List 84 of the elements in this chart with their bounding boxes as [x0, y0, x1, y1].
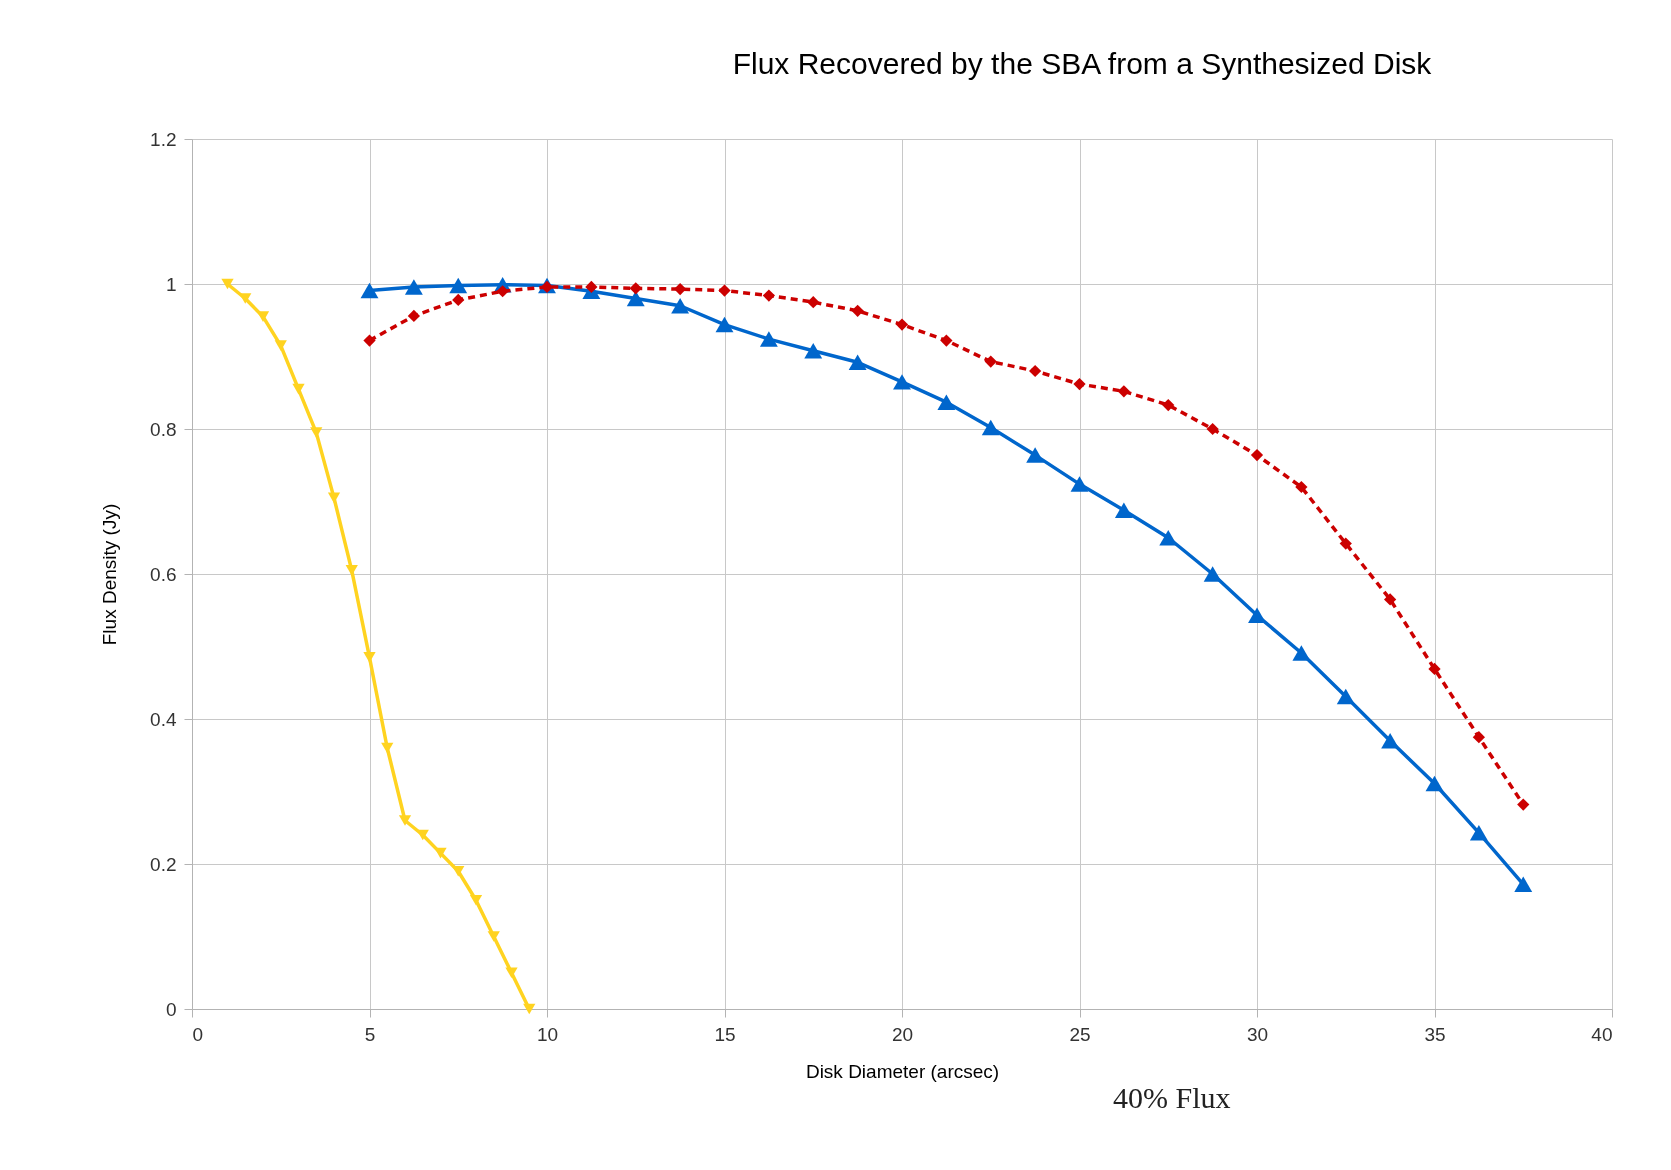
point [1428, 662, 1441, 676]
point [1292, 645, 1311, 661]
point [585, 280, 598, 294]
point [893, 374, 911, 390]
point [449, 277, 468, 294]
point [851, 304, 864, 317]
point [407, 309, 420, 323]
point [984, 355, 997, 368]
point [381, 742, 394, 754]
chart-title: Flux Recovered by the SBA from a Synthesized Disk [732, 47, 1433, 80]
x-tick-label: 20 [891, 1023, 914, 1045]
point [940, 334, 953, 347]
point [398, 815, 412, 826]
point [345, 565, 358, 576]
point [452, 865, 465, 877]
y-tick-label: 1.2 [150, 128, 177, 150]
point [1472, 731, 1485, 744]
point [1248, 607, 1266, 624]
point [981, 419, 1000, 436]
point [469, 894, 483, 906]
point [221, 278, 234, 290]
point [1295, 480, 1308, 494]
point [487, 931, 500, 942]
x-axis-title: Disk Diameter (arcsec) [805, 1060, 1000, 1082]
point [1162, 398, 1175, 412]
point [1384, 593, 1397, 606]
point [807, 296, 820, 309]
point [274, 340, 287, 351]
y-tick-label: 0.6 [150, 563, 177, 585]
point [1026, 447, 1045, 463]
x-tick-label: 10 [536, 1023, 559, 1045]
point [327, 492, 341, 504]
point [759, 331, 778, 347]
point [1250, 448, 1264, 462]
point [1517, 798, 1530, 811]
y-tick-label: 0.4 [150, 708, 177, 730]
point [1070, 476, 1089, 492]
point [629, 282, 642, 295]
x-tick-label: 30 [1246, 1023, 1269, 1045]
point [363, 652, 376, 663]
y-tick-label: 0.8 [150, 418, 177, 440]
point [1203, 566, 1222, 582]
point [1114, 502, 1133, 518]
point [360, 282, 379, 299]
point [452, 293, 465, 307]
point [1073, 377, 1086, 391]
point [674, 282, 687, 296]
point [848, 354, 867, 371]
point [404, 279, 423, 295]
point [937, 394, 956, 410]
point [1117, 385, 1130, 398]
point [1381, 733, 1400, 749]
x-tick-label: 15 [714, 1023, 736, 1045]
point [718, 284, 731, 297]
point [1336, 688, 1355, 705]
point [1339, 537, 1352, 550]
point [804, 342, 823, 359]
x-tick-label: 0 [192, 1023, 204, 1045]
x-tick-label: 40 [1591, 1023, 1613, 1045]
point [256, 311, 270, 322]
x-tick-label: 5 [364, 1023, 376, 1045]
point [671, 298, 690, 314]
point [523, 1003, 536, 1015]
x-tick-label: 35 [1424, 1023, 1446, 1045]
y-tick-label: 0 [165, 998, 177, 1020]
point [434, 847, 447, 859]
point [895, 318, 909, 331]
point [1469, 825, 1488, 841]
point [1029, 364, 1042, 378]
point [1425, 775, 1444, 792]
y-tick-label: 0.2 [150, 853, 177, 875]
y-axis-title: Flux Density (Jy) [99, 503, 121, 646]
y-tick-label: 1 [165, 273, 177, 295]
point [292, 383, 305, 395]
point [1206, 422, 1219, 436]
point [715, 316, 734, 333]
text: 40% Flux [1113, 1081, 1231, 1114]
x-tick-label: 25 [1069, 1023, 1091, 1045]
point [1159, 530, 1178, 546]
point [505, 967, 518, 979]
point [1514, 876, 1533, 893]
point [762, 289, 775, 302]
point [363, 334, 376, 347]
point [310, 427, 323, 438]
